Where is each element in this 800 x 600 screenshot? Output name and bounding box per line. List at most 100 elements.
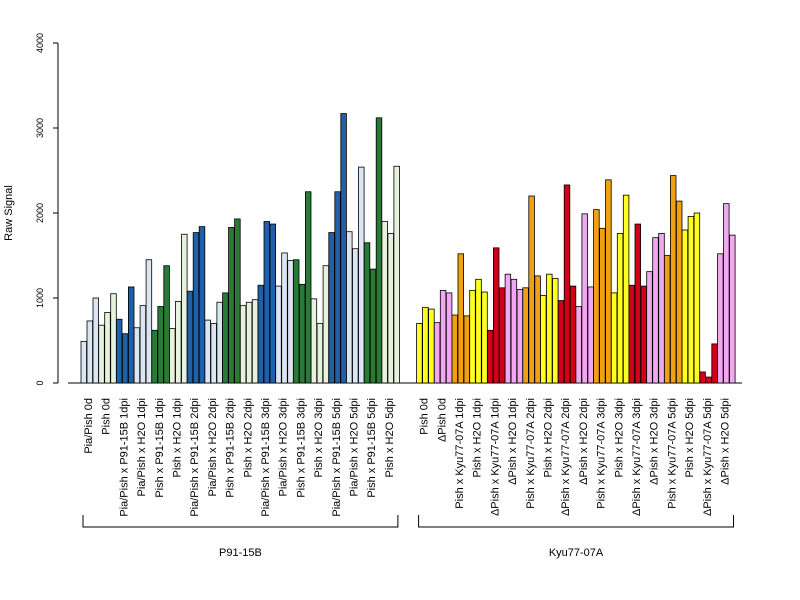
bar [393,165,400,384]
category-label: Pish x P91-15B 1dpi [154,398,166,498]
bar [486,329,494,384]
bar [151,329,158,384]
category-label: Pish x H2O 3dpi [613,398,625,477]
bar [181,233,188,384]
bar [575,306,582,384]
group-label: Kyu77-07A [549,547,604,559]
category-label: Pia/Pish x P91-15B 3dpi [260,398,272,517]
category-label: Pish x H2O 5dpi [384,398,396,477]
bar [628,284,635,384]
bar [546,273,553,384]
y-tick-label: 4000 [35,33,45,53]
bar [664,255,671,384]
category-label: Pia/Pish x P91-15B 1dpi [118,398,130,517]
y-tick-label: 2000 [35,203,45,223]
bar [245,301,253,384]
bar [451,314,458,384]
bar [681,229,689,384]
bar [705,376,712,384]
bar [110,293,117,384]
category-label: Pish x Kyu77-07A 5dpi [666,398,678,509]
bar [658,232,665,384]
bar [534,275,541,384]
bar [316,323,324,384]
bar [92,297,99,384]
bar [133,327,141,384]
bar [381,221,388,384]
bar [287,260,294,384]
y-tick-label: 1000 [35,288,45,308]
bar [711,343,718,384]
category-label: Pish x H2O 5dpi [684,398,696,477]
bar [616,232,624,384]
category-label: Pia/Pish x H2O 5dpi [349,398,361,496]
category-label: ΔPish x Kyu77-07A 3dpi [631,398,643,516]
bar [693,212,701,384]
group-bracket [82,515,399,528]
category-label: ΔPish x H2O 1dpi [507,398,519,485]
bar [98,324,105,384]
bar [581,213,588,384]
bar [375,117,383,384]
bar [222,292,229,384]
y-ticks: 0 1000 2000 3000 4000 [35,33,58,386]
y-axis-label: Raw Signal [3,185,15,241]
bar [157,306,164,384]
bar [304,191,312,384]
bar [610,292,618,384]
category-label: Pia/Pish x H2O 2dpi [207,398,219,496]
bar [269,223,276,384]
bar [457,253,464,384]
bar [122,333,129,384]
bar [563,184,571,384]
category-label: Pia/Pish x P91-15B 5dpi [331,398,343,517]
bar [634,223,641,384]
group-bracket [418,515,734,528]
bar [557,300,565,384]
bar [717,253,724,384]
bar [298,283,306,384]
bar [80,340,87,384]
bar [445,292,453,384]
bar [492,247,500,384]
bar [251,299,259,384]
category-label: Pish x H2O 2dpi [543,398,555,477]
bar [204,319,211,384]
category-label: Pish x Kyu77-07A 3dpi [596,398,608,509]
bars [80,113,736,384]
category-label: ΔPish x Kyu77-07A 2dpi [560,398,572,516]
bar [363,242,371,384]
bar [422,306,429,384]
bar [622,194,630,384]
bar [228,227,235,384]
bar [292,259,300,384]
bar [334,191,341,384]
bar [469,289,476,384]
category-label: Pish x H2O 1dpi [472,398,484,477]
bar [516,289,524,384]
category-label: Pish x P91-15B 5dpi [366,398,378,498]
bar [439,289,447,384]
category-label: Pia/Pish x P91-15B 2dpi [189,398,201,517]
bar [652,237,659,384]
bar [86,320,93,384]
bar [139,305,147,384]
category-label: ΔPish 0d [436,398,448,442]
category-label: Pish 0d [101,398,113,435]
bar [369,268,377,384]
bar [198,226,206,384]
category-label: Pish x H2O 2dpi [242,398,254,477]
y-tick-label: 0 [35,380,45,385]
bar [281,252,288,384]
category-label: Pish x H2O 3dpi [313,398,325,477]
bar [481,291,488,384]
category-label: ΔPish x H2O 3dpi [649,398,661,485]
category-label: ΔPish x Kyu77-07A 1dpi [489,398,501,516]
group-brackets: P91-15B Kyu77-07A [82,515,734,559]
bar [676,200,683,384]
bar [428,308,435,384]
bar [186,290,194,384]
bar [234,218,241,384]
bar [433,322,441,384]
bar [593,209,600,384]
